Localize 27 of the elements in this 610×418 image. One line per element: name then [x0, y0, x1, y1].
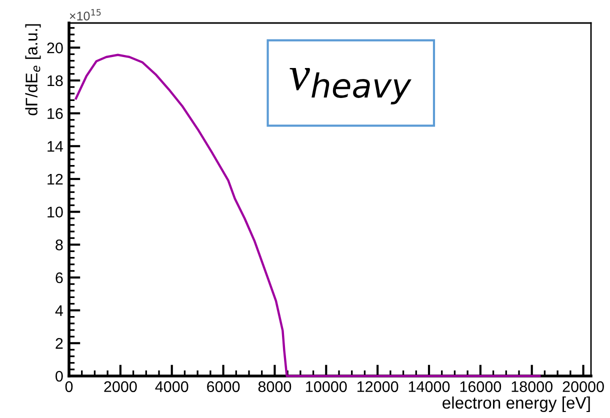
x-tick-label: 8000: [258, 381, 292, 392]
x-tick-label: 12000: [357, 381, 398, 392]
y-tick-label: 6: [56, 272, 63, 284]
x-tick-label: 20000: [562, 381, 604, 392]
x-tick-label: 4000: [155, 381, 188, 392]
x-tick-label: 2000: [104, 381, 137, 392]
x-tick-label: 18000: [512, 381, 553, 392]
y-tick-label: 14: [48, 141, 63, 152]
y-tick-label: 16: [48, 108, 63, 119]
x-axis-title: electron energy [eV]: [442, 396, 590, 412]
y-tick-label: 18: [48, 75, 63, 86]
text: ×10$^{15}$: [70, 9, 101, 20]
line-series: [74, 54, 541, 378]
y-tick-label: 8: [56, 240, 63, 250]
y-tick-label: 12: [48, 174, 63, 185]
x-tick-label: 14000: [408, 381, 450, 392]
y-tick-label: 10: [48, 206, 63, 218]
annotation: ν$_{heavy}$: [290, 68, 412, 104]
x-tick-label: 0: [65, 381, 73, 392]
x-tick-label: 16000: [460, 381, 502, 392]
y-tick-label: 20: [47, 42, 63, 54]
y-tick-label: 2: [56, 338, 63, 349]
x-tick-label: 10000: [306, 381, 347, 392]
y-tick-label: 0: [56, 370, 63, 382]
y-axis-title: dΓ/dE$_{e}$ [a.u.]: [25, 24, 41, 116]
x-tick-label: 6000: [207, 381, 240, 392]
y-tick-label: 4: [55, 305, 63, 316]
